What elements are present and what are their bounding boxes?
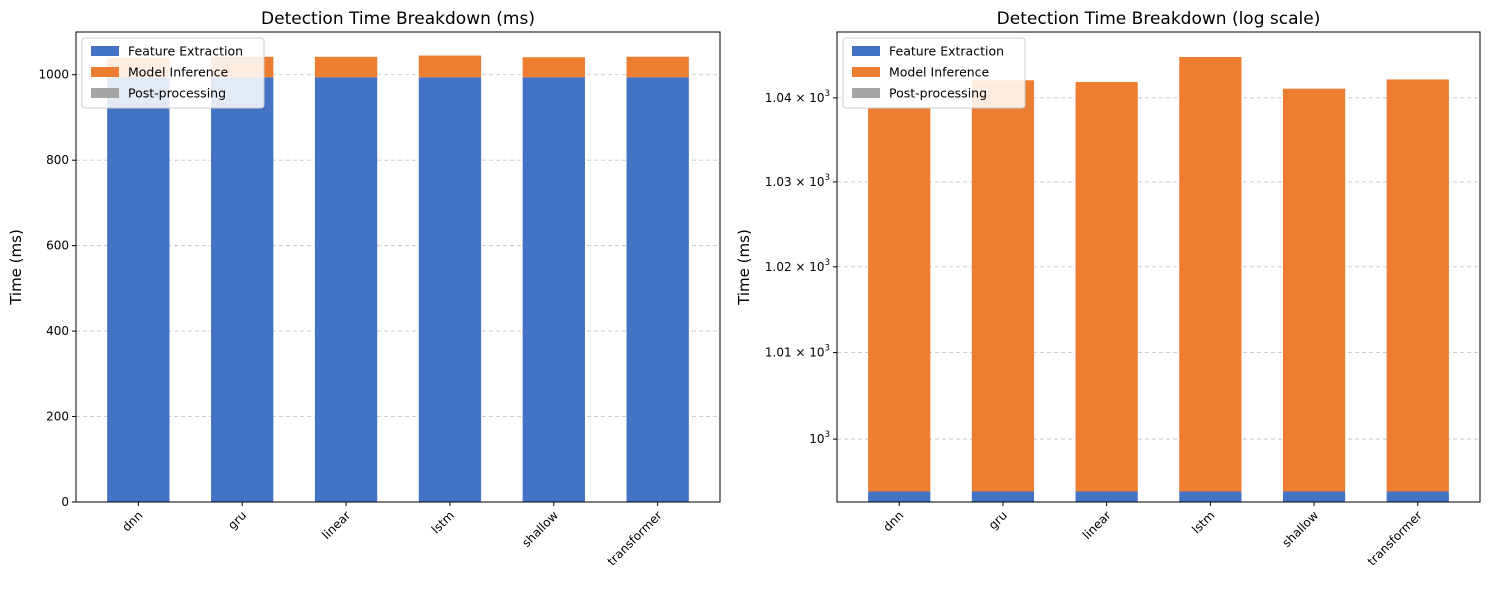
- y-tick-label: 1.03 × 103: [765, 173, 830, 189]
- y-tick-label: 600: [46, 239, 69, 253]
- legend: Feature Extraction Model Inference Post-pr…: [81, 37, 265, 109]
- bars-group: [868, 56, 1449, 502]
- bar-feature-extraction-shallow: [522, 77, 585, 502]
- x-tick-label: shallow: [1279, 508, 1321, 550]
- y-tick-label: 0: [61, 495, 69, 509]
- y-tick-label: 1000: [38, 68, 69, 82]
- axes-frame: [75, 31, 721, 503]
- legend-label: Feature Extraction: [889, 44, 1004, 59]
- bar-feature-extraction-transformer: [626, 77, 689, 502]
- bar-model-inference-shallow: [1282, 88, 1346, 492]
- x-tick-label: lstm: [1189, 508, 1217, 536]
- y-tick-exponent: 3: [825, 430, 830, 440]
- y-tick-label: 800: [46, 153, 69, 167]
- legend-label: Post-processing: [889, 86, 987, 101]
- chart-panel-2: Detection Time Breakdown (log scale) Time…: [735, 9, 1481, 568]
- x-tick-label: gru: [225, 508, 249, 532]
- bar-model-inference-lstm: [1179, 56, 1242, 492]
- legend-swatch: [852, 46, 880, 56]
- x-tick-label: linear: [1080, 508, 1114, 542]
- bar-model-inference-linear: [1075, 81, 1138, 492]
- x-tick-label: lstm: [429, 508, 457, 536]
- y-tick-mantissa: 1.01 ×: [765, 346, 809, 360]
- x-tick-label: linear: [319, 508, 353, 542]
- y-tick-label: 1.01 × 103: [765, 344, 830, 360]
- bar-feature-extraction-gru: [971, 491, 1035, 502]
- bar-feature-extraction-linear: [1075, 491, 1138, 502]
- legend-swatch: [852, 88, 880, 98]
- y-tick-label: 1.02 × 103: [765, 258, 830, 274]
- legend-swatch: [91, 46, 119, 56]
- y-tick-label: 200: [46, 410, 69, 424]
- y-tick-base: 10: [809, 91, 824, 105]
- bar-feature-extraction-dnn: [868, 491, 931, 502]
- bar-model-inference-shallow: [522, 57, 585, 78]
- bar-feature-extraction-gru: [211, 77, 274, 502]
- x-tick-label: transformer: [605, 508, 665, 568]
- x-tick-label: transformer: [1365, 508, 1425, 568]
- bar-model-inference-gru: [971, 80, 1035, 492]
- y-tick-base: 10: [809, 260, 824, 274]
- legend-box: [842, 37, 1026, 109]
- bar-model-inference-transformer: [626, 56, 689, 78]
- y-axis-label: Time (ms): [7, 229, 25, 306]
- legend-label: Model Inference: [889, 65, 990, 80]
- y-tick-exponent: 3: [825, 344, 830, 354]
- legend-box: [81, 37, 265, 109]
- y-tick-base: 10: [809, 432, 824, 446]
- bar-model-inference-linear: [314, 56, 378, 78]
- y-tick-mantissa: 1.04 ×: [765, 91, 809, 105]
- x-tick-label: shallow: [519, 508, 561, 550]
- legend-label: Feature Extraction: [128, 44, 243, 59]
- y-tick-label: 1.04 × 103: [765, 89, 830, 105]
- bar-model-inference-dnn: [868, 107, 931, 492]
- chart-title: Detection Time Breakdown (ms): [261, 9, 535, 29]
- chart-panel-1: Detection Time Breakdown (ms) Time (ms) 0 2…: [7, 9, 721, 568]
- legend-swatch: [852, 67, 880, 77]
- y-tick-exponent: 3: [825, 173, 830, 183]
- y-tick-mantissa: 1.02 ×: [765, 260, 809, 274]
- bar-feature-extraction-dnn: [107, 77, 170, 502]
- bars-group: [107, 55, 689, 502]
- legend: Feature Extraction Model Inference Post-pr…: [842, 37, 1026, 109]
- bar-feature-extraction-shallow: [1282, 491, 1346, 502]
- y-tick-label: 103: [809, 430, 830, 446]
- y-axis-label: Time (ms): [735, 229, 753, 306]
- bar-feature-extraction-linear: [314, 77, 378, 502]
- y-tick-base: 10: [809, 346, 824, 360]
- y-tick-mantissa: 1.03 ×: [765, 175, 809, 189]
- bar-model-inference-transformer: [1386, 79, 1449, 492]
- bar-feature-extraction-lstm: [1179, 491, 1242, 502]
- legend-swatch: [91, 67, 119, 77]
- y-tick-label: 400: [46, 324, 69, 338]
- legend-swatch: [91, 88, 119, 98]
- x-tick-label: dnn: [880, 508, 906, 534]
- x-tick-label: gru: [986, 508, 1010, 532]
- y-tick-exponent: 3: [825, 89, 830, 99]
- bar-feature-extraction-lstm: [418, 77, 482, 502]
- y-tick-exponent: 3: [825, 258, 830, 268]
- legend-label: Model Inference: [128, 65, 229, 80]
- bar-feature-extraction-transformer: [1386, 491, 1449, 502]
- bar-model-inference-lstm: [418, 55, 482, 78]
- chart-title: Detection Time Breakdown (log scale): [997, 9, 1321, 29]
- legend-label: Post-processing: [128, 86, 226, 101]
- x-tick-label: dnn: [119, 508, 145, 534]
- y-tick-base: 10: [809, 175, 824, 189]
